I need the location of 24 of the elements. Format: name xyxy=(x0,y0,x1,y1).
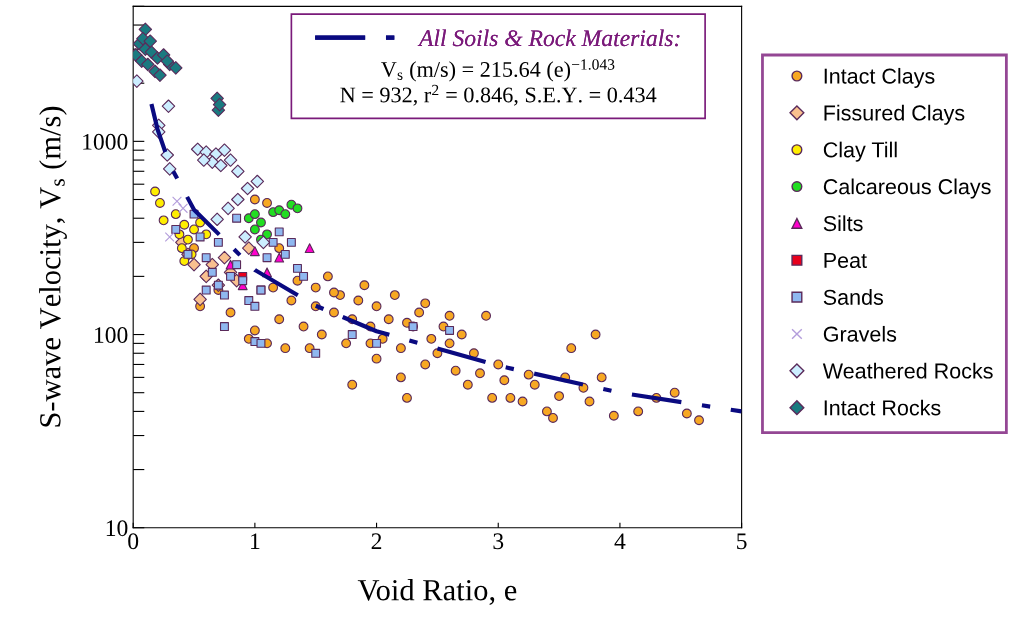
legend-label: All Soils & Rock Materials: xyxy=(417,29,680,47)
annotation: V$_{s}$ (m/s) = 215.64 (e)$^{−1.043}$ xyxy=(381,59,615,82)
y-tick-label: 10 xyxy=(106,520,128,537)
legend-label: Calcareous Clays xyxy=(823,178,991,199)
y-axis-title: S-wave Velocity, V$_{s}$ (m/s) xyxy=(39,106,67,427)
x-tick-label: 5 xyxy=(737,533,747,550)
x-tick-label: 3 xyxy=(493,533,504,550)
legend-label: Silts xyxy=(823,215,863,232)
x-tick-label: 0 xyxy=(128,533,139,550)
x-tick-label: 1 xyxy=(251,533,260,549)
x-tick-label: 2 xyxy=(371,533,382,549)
legend-label: Intact Clays xyxy=(824,67,935,88)
x-axis-title: Void Ratio, e xyxy=(357,578,517,605)
legend-label: Gravels xyxy=(823,325,897,342)
legend-label: Peat xyxy=(824,253,867,269)
annotation: N = 932, r$^{2}$ = 0.846, S.E.Y. = 0.434 xyxy=(340,84,657,106)
legend-label: Intact Rocks xyxy=(824,399,941,416)
y-tick-label: 100 xyxy=(94,327,128,343)
legend-label: Sands xyxy=(823,289,884,305)
legend-label: Weathered Rocks xyxy=(822,362,993,379)
y-tick-label: 1000 xyxy=(83,133,128,150)
legend-label: Clay Till xyxy=(823,141,897,162)
x-tick-label: 4 xyxy=(614,533,626,549)
legend-label: Fissured Clays xyxy=(824,104,965,125)
